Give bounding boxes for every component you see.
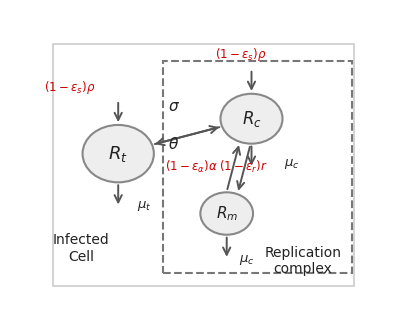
FancyArrowPatch shape [157, 127, 219, 145]
Text: $\sigma$: $\sigma$ [168, 99, 180, 114]
Circle shape [220, 94, 282, 144]
Text: $\theta$: $\theta$ [168, 136, 180, 152]
FancyArrowPatch shape [248, 72, 255, 89]
Text: $R_c$: $R_c$ [242, 109, 261, 129]
FancyArrowPatch shape [155, 126, 217, 144]
Text: $\mu_t$: $\mu_t$ [137, 199, 151, 213]
FancyArrowPatch shape [237, 147, 250, 189]
Text: Infected
Cell: Infected Cell [53, 233, 109, 263]
Text: Replication
complex: Replication complex [264, 246, 341, 276]
Text: $\mu_c$: $\mu_c$ [239, 253, 255, 267]
Text: $(1-\varepsilon_s)\rho$: $(1-\varepsilon_s)\rho$ [44, 79, 96, 96]
Text: $R_m$: $R_m$ [216, 204, 238, 223]
Circle shape [200, 192, 253, 235]
Circle shape [82, 125, 154, 182]
Text: $\mu_c$: $\mu_c$ [284, 156, 300, 171]
FancyArrowPatch shape [223, 237, 230, 255]
Bar [163, 61, 352, 273]
Text: $(1-\varepsilon_{\alpha})\alpha$: $(1-\varepsilon_{\alpha})\alpha$ [165, 159, 218, 175]
FancyArrowPatch shape [114, 185, 122, 202]
FancyArrowPatch shape [248, 146, 255, 164]
FancyArrowPatch shape [227, 147, 240, 189]
Text: $(1-\varepsilon_r)r$: $(1-\varepsilon_r)r$ [220, 159, 268, 175]
Text: $(1-\varepsilon_s)\rho$: $(1-\varepsilon_s)\rho$ [215, 46, 266, 63]
Text: $R_t$: $R_t$ [108, 144, 128, 164]
FancyArrowPatch shape [114, 103, 122, 120]
